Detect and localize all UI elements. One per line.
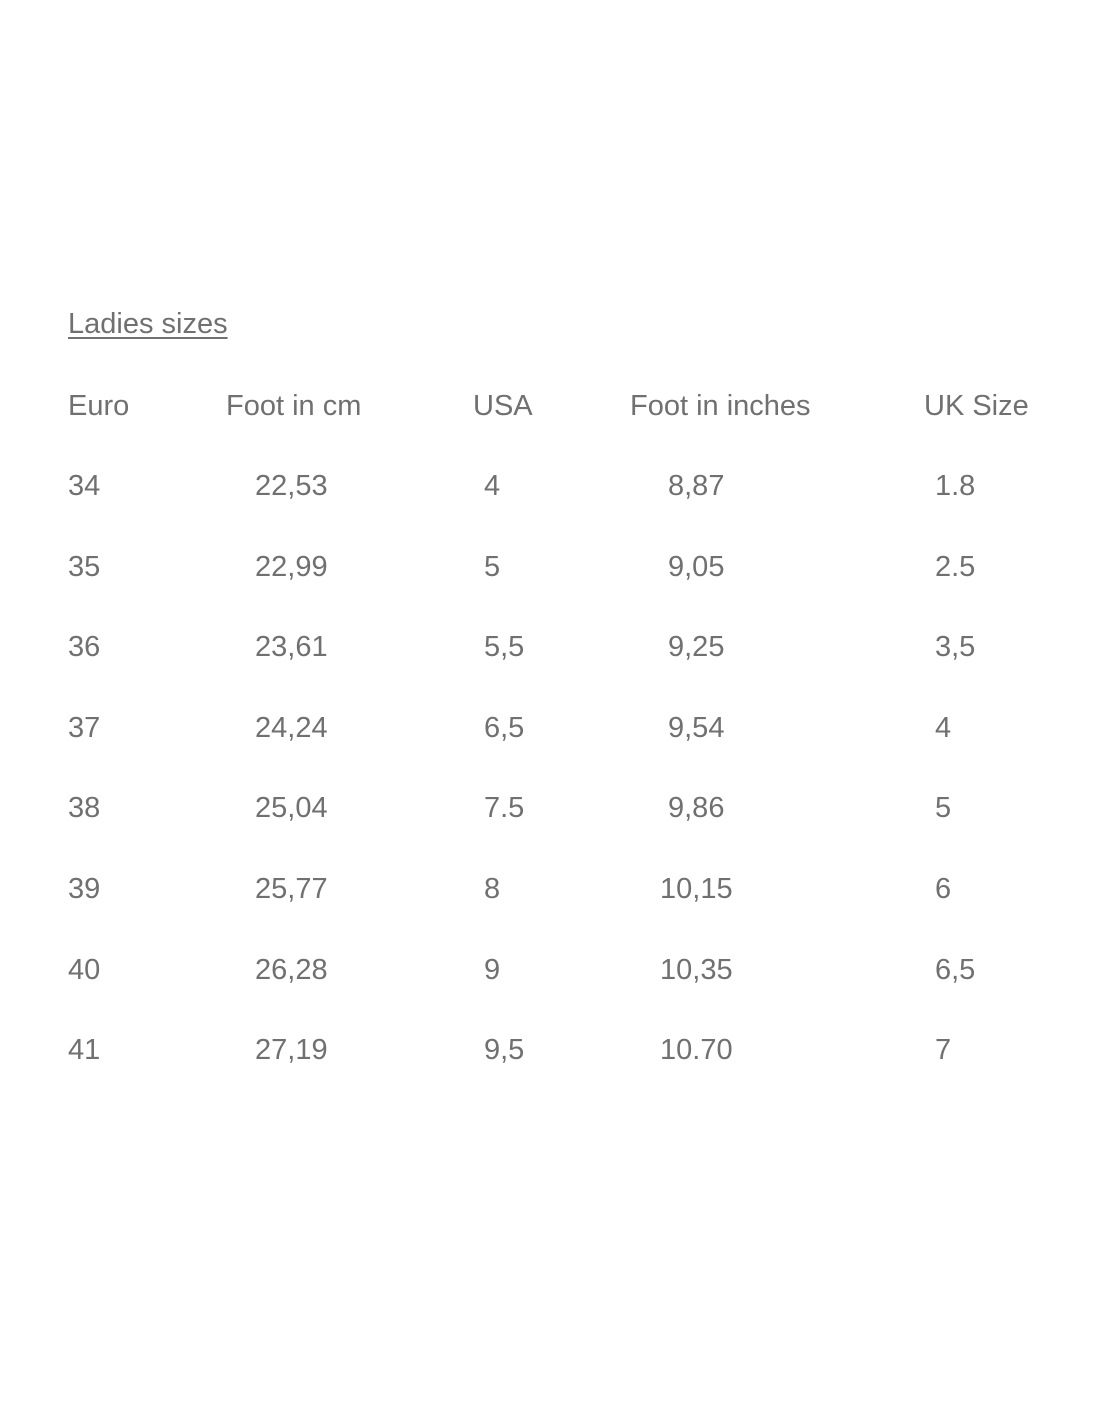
cell-foot-cm: 27,19 <box>255 1034 328 1067</box>
cell-uk-size: 2.5 <box>935 550 976 583</box>
header-foot-cm: Foot in cm <box>226 390 362 422</box>
cell-foot-inches: 9,25 <box>668 631 725 664</box>
table-row: 36 23,61 5,5 9,25 3,5 <box>0 627 1100 667</box>
header-euro: Euro <box>68 390 130 422</box>
table-row: 37 24,24 6,5 9,54 4 <box>0 708 1100 748</box>
cell-usa: 6,5 <box>484 711 525 744</box>
cell-foot-inches: 9,05 <box>668 550 725 583</box>
cell-foot-cm: 25,04 <box>255 792 328 825</box>
cell-foot-inches: 8,87 <box>668 470 725 502</box>
cell-foot-inches: 10,15 <box>660 873 733 905</box>
cell-foot-cm: 22,99 <box>255 550 328 583</box>
table-row: 41 27,19 9,5 10.70 7 <box>0 1030 1100 1070</box>
table-row: 40 26,28 9 10,35 6,5 <box>0 950 1100 990</box>
header-uk-size: UK Size <box>924 390 1029 422</box>
cell-usa: 4 <box>484 470 501 502</box>
ladies-sizes-link[interactable]: Ladies sizes <box>68 308 228 340</box>
cell-uk-size: 1.8 <box>935 470 976 502</box>
cell-foot-cm: 26,28 <box>255 953 328 986</box>
cell-usa: 5,5 <box>484 631 525 664</box>
cell-uk-size: 6,5 <box>935 953 976 986</box>
cell-foot-inches: 9,86 <box>668 792 725 825</box>
cell-euro: 36 <box>68 631 101 664</box>
header-usa: USA <box>473 390 533 422</box>
cell-uk-size: 5 <box>935 792 952 825</box>
cell-foot-inches: 10.70 <box>660 1034 733 1067</box>
cell-usa: 7.5 <box>484 792 525 825</box>
cell-euro: 39 <box>68 873 101 905</box>
cell-foot-inches: 10,35 <box>660 953 733 986</box>
cell-euro: 34 <box>68 470 101 502</box>
table-row: 39 25,77 8 10,15 6 <box>0 869 1100 909</box>
cell-euro: 37 <box>68 711 101 744</box>
table-row: 38 25,04 7.5 9,86 5 <box>0 788 1100 828</box>
header-foot-inches: Foot in inches <box>630 390 811 422</box>
cell-foot-inches: 9,54 <box>668 711 725 744</box>
cell-uk-size: 4 <box>935 711 952 744</box>
table-row: 34 22,53 4 8,87 1.8 <box>0 466 1100 506</box>
cell-foot-cm: 25,77 <box>255 873 328 905</box>
cell-usa: 5 <box>484 550 501 583</box>
cell-usa: 9,5 <box>484 1034 525 1067</box>
cell-usa: 8 <box>484 873 501 905</box>
cell-uk-size: 6 <box>935 873 952 905</box>
cell-euro: 38 <box>68 792 101 825</box>
cell-foot-cm: 22,53 <box>255 470 328 502</box>
cell-foot-cm: 24,24 <box>255 711 328 744</box>
cell-euro: 35 <box>68 550 101 583</box>
cell-uk-size: 3,5 <box>935 631 976 664</box>
cell-euro: 41 <box>68 1034 101 1067</box>
cell-usa: 9 <box>484 953 501 986</box>
table-row: 35 22,99 5 9,05 2.5 <box>0 547 1100 587</box>
cell-euro: 40 <box>68 953 101 986</box>
cell-foot-cm: 23,61 <box>255 631 328 664</box>
table-header-row: Euro Foot in cm USA Foot in inches UK Si… <box>0 386 1100 426</box>
cell-uk-size: 7 <box>935 1034 952 1067</box>
